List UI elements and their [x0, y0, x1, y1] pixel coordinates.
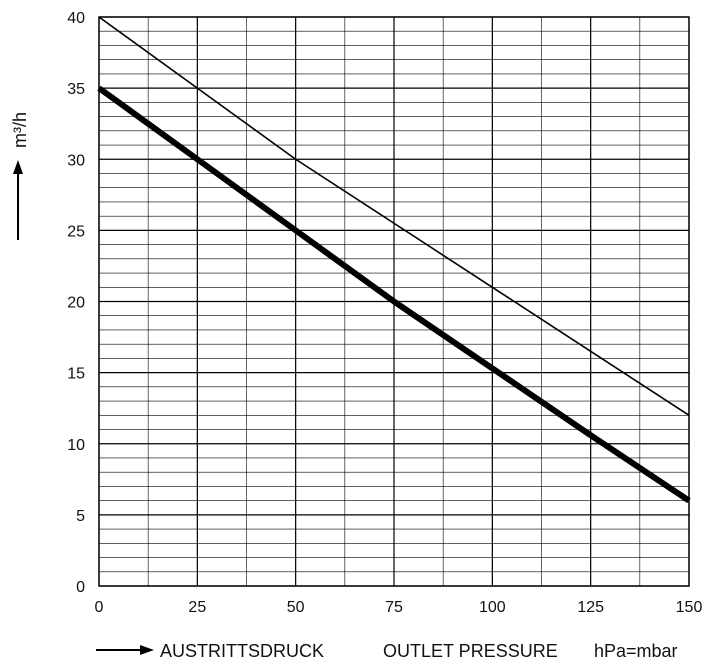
y-tick-label: 40 — [67, 10, 85, 27]
series-layer — [97, 16, 691, 504]
y-tick-label: 30 — [67, 152, 85, 169]
x-tick-label: 50 — [287, 599, 305, 616]
x-tick-label: 75 — [385, 599, 403, 616]
series-line-thin — [98, 16, 690, 416]
plot-frame — [98, 16, 690, 587]
y-axis-arrow-head — [13, 160, 23, 174]
y-axis-label: m³/h — [10, 112, 30, 148]
x-axis-label-en: OUTLET PRESSURE — [383, 641, 558, 661]
x-axis-label-group: AUSTRITTSDRUCK OUTLET PRESSURE hPa=mbar — [96, 641, 678, 661]
y-tick-label: 0 — [76, 579, 85, 596]
series-line-thick — [97, 85, 691, 504]
y-axis-label-group: m³/h — [10, 112, 30, 240]
x-tick-label: 100 — [479, 599, 506, 616]
y-tick-label: 15 — [67, 366, 85, 383]
y-tick-label: 35 — [67, 81, 85, 98]
y-tick-labels: 0 5 10 15 20 25 30 35 40 — [67, 10, 85, 596]
x-axis-arrow-head — [140, 645, 154, 655]
x-tick-label: 125 — [577, 599, 604, 616]
y-tick-label: 20 — [67, 295, 85, 312]
y-tick-label: 10 — [67, 437, 85, 454]
x-axis-unit: hPa=mbar — [594, 641, 678, 661]
x-tick-labels: 0 25 50 75 100 125 150 — [95, 599, 703, 616]
x-axis-label-de: AUSTRITTSDRUCK — [160, 641, 324, 661]
x-tick-label: 150 — [676, 599, 703, 616]
y-tick-label: 5 — [76, 508, 85, 525]
x-tick-label: 25 — [188, 599, 206, 616]
y-tick-label: 25 — [67, 223, 85, 240]
x-tick-label: 0 — [95, 599, 104, 616]
